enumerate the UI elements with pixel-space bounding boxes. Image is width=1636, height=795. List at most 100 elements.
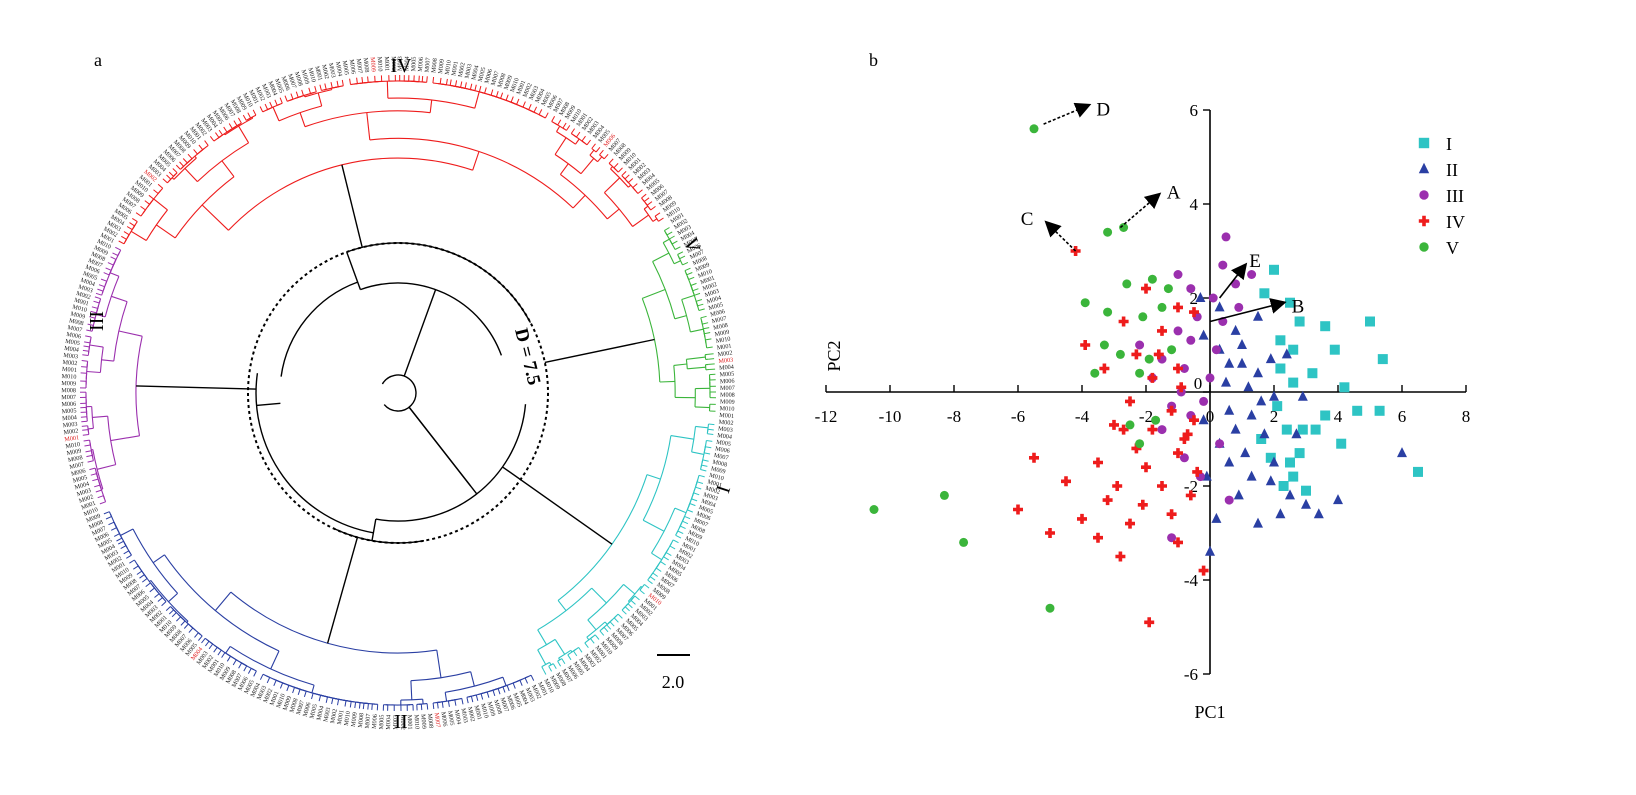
branch bbox=[595, 146, 601, 153]
point bbox=[1297, 424, 1308, 435]
branch-arc bbox=[599, 154, 605, 160]
y-tick-label: -2 bbox=[1184, 477, 1198, 496]
branch bbox=[366, 112, 371, 140]
branch bbox=[251, 116, 254, 119]
point bbox=[1141, 462, 1151, 473]
leaf-label: M006 bbox=[505, 694, 517, 710]
point bbox=[869, 505, 879, 514]
branch bbox=[677, 530, 684, 535]
branch bbox=[542, 668, 547, 675]
branch bbox=[232, 659, 237, 666]
branch bbox=[221, 160, 235, 178]
point bbox=[1419, 242, 1429, 252]
branch bbox=[575, 138, 580, 145]
leaf-label: M001 bbox=[80, 500, 96, 512]
leaf-label: M010 bbox=[509, 77, 521, 93]
branch bbox=[608, 158, 614, 164]
point bbox=[1167, 533, 1177, 543]
point bbox=[1157, 325, 1167, 336]
point bbox=[959, 537, 969, 547]
point bbox=[1418, 215, 1430, 227]
branch bbox=[129, 559, 135, 564]
branch bbox=[420, 704, 423, 711]
branch bbox=[135, 212, 142, 217]
x-tick-label: -4 bbox=[1075, 407, 1090, 426]
branch-arc bbox=[537, 638, 556, 651]
branch bbox=[295, 91, 299, 98]
branch bbox=[561, 658, 566, 664]
branch bbox=[432, 76, 435, 84]
branch bbox=[284, 95, 288, 102]
point bbox=[1253, 517, 1263, 528]
branch bbox=[94, 484, 101, 488]
point bbox=[1301, 485, 1311, 496]
leaf-label: M008 bbox=[61, 387, 76, 394]
branch bbox=[336, 80, 339, 87]
branch bbox=[510, 96, 514, 103]
branch bbox=[269, 101, 273, 108]
branch bbox=[188, 627, 194, 633]
point bbox=[1166, 405, 1177, 416]
branch bbox=[142, 578, 148, 583]
branch bbox=[105, 267, 112, 271]
leaf-label: M005 bbox=[308, 703, 319, 719]
branch bbox=[530, 674, 535, 681]
point bbox=[1294, 448, 1305, 459]
backbone-arc bbox=[360, 282, 503, 356]
branch-arc bbox=[93, 305, 100, 324]
leaf-label: M006 bbox=[61, 401, 76, 409]
branch bbox=[590, 638, 595, 644]
point bbox=[1144, 354, 1154, 364]
branch bbox=[324, 83, 327, 90]
point bbox=[1176, 382, 1187, 393]
branch bbox=[672, 539, 679, 544]
branch bbox=[557, 119, 562, 126]
branch bbox=[85, 450, 92, 453]
branch bbox=[103, 272, 110, 276]
branch bbox=[470, 671, 475, 687]
leaf-label: M009 bbox=[720, 398, 735, 405]
branch-arc bbox=[681, 299, 691, 333]
leaf-label: M007 bbox=[499, 697, 510, 713]
branch bbox=[587, 619, 597, 631]
arrow-label-E: E bbox=[1249, 251, 1261, 272]
branch bbox=[209, 136, 215, 142]
leaf-label: M003 bbox=[77, 283, 93, 294]
point bbox=[1275, 363, 1286, 374]
branch bbox=[660, 561, 666, 566]
point bbox=[1198, 414, 1209, 425]
point bbox=[1269, 456, 1279, 467]
leaf-label: M005 bbox=[82, 270, 98, 282]
branch bbox=[95, 489, 102, 493]
branch bbox=[341, 79, 344, 86]
leaf-label: M009 bbox=[710, 465, 726, 475]
branch bbox=[439, 77, 442, 84]
branch-arc bbox=[651, 507, 676, 554]
branch bbox=[469, 83, 473, 90]
dendrogram-clusters bbox=[79, 74, 717, 712]
branch bbox=[651, 552, 662, 561]
branch bbox=[81, 360, 88, 362]
point bbox=[1147, 274, 1157, 284]
leaf-label: M003 bbox=[76, 487, 92, 498]
branch bbox=[100, 278, 107, 282]
branch bbox=[647, 579, 653, 585]
branch bbox=[474, 91, 480, 109]
branch bbox=[447, 700, 450, 707]
point bbox=[1029, 452, 1039, 463]
branch bbox=[644, 584, 650, 589]
branch-arc bbox=[451, 85, 507, 101]
branch bbox=[123, 231, 130, 236]
point bbox=[1269, 264, 1279, 275]
branch bbox=[589, 149, 595, 156]
point bbox=[1186, 335, 1196, 345]
leaf-label: M001 bbox=[716, 343, 732, 352]
branch bbox=[455, 80, 458, 87]
point bbox=[1224, 495, 1234, 505]
leaf-label: M009 bbox=[66, 448, 82, 458]
branch bbox=[617, 613, 623, 619]
branch bbox=[88, 427, 94, 430]
leaf-label: M009 bbox=[369, 57, 377, 72]
branch bbox=[652, 218, 658, 222]
